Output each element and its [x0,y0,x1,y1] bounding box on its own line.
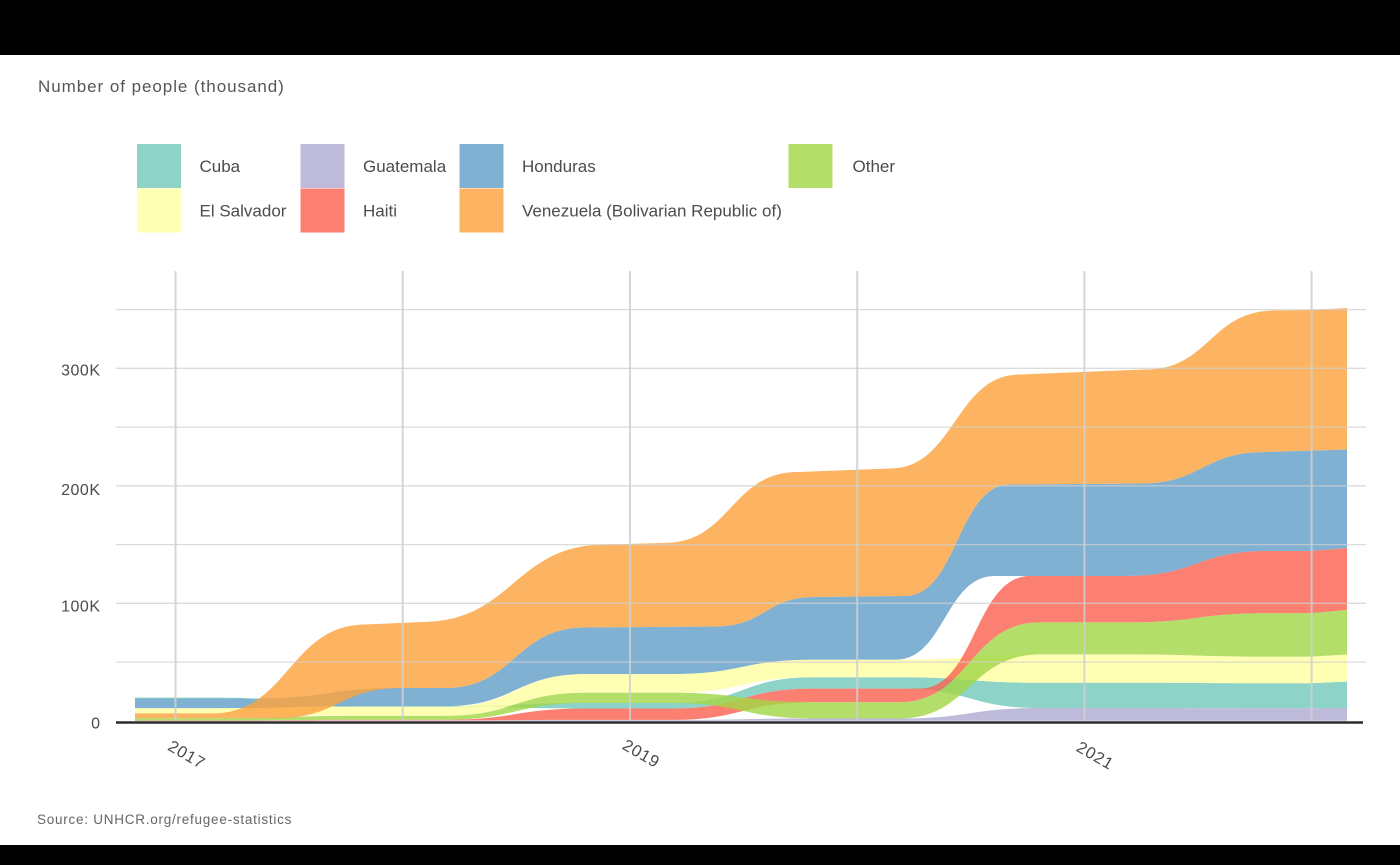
svg-text:Venezuela (Bolivarian Republic: Venezuela (Bolivarian Republic of) [522,202,782,221]
svg-text:Honduras: Honduras [522,157,596,176]
svg-text:Number of people (thousand): Number of people (thousand) [38,77,285,96]
svg-text:Haiti: Haiti [363,202,397,221]
svg-text:Guatemala: Guatemala [363,157,447,176]
svg-text:2021: 2021 [1073,738,1117,774]
svg-text:2017: 2017 [165,737,209,773]
svg-text:El Salvador: El Salvador [200,202,287,221]
svg-text:200K: 200K [61,482,100,499]
svg-text:100K: 100K [61,599,100,616]
svg-text:300K: 300K [61,363,100,380]
svg-text:Other: Other [853,157,896,176]
svg-text:Source: UNHCR.org/refugee-stat: Source: UNHCR.org/refugee-statistics [37,812,292,827]
svg-text:0: 0 [91,715,100,732]
svg-text:Cuba: Cuba [200,157,241,176]
svg-text:2019: 2019 [619,736,663,772]
